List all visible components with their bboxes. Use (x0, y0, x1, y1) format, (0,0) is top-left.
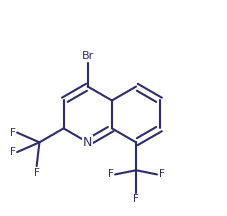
Text: F: F (133, 194, 139, 204)
Text: Br: Br (82, 51, 94, 61)
Text: F: F (34, 168, 39, 178)
Text: F: F (108, 169, 114, 179)
Text: F: F (10, 147, 15, 157)
Text: F: F (159, 169, 165, 179)
Text: F: F (10, 128, 15, 138)
Text: N: N (83, 136, 92, 149)
